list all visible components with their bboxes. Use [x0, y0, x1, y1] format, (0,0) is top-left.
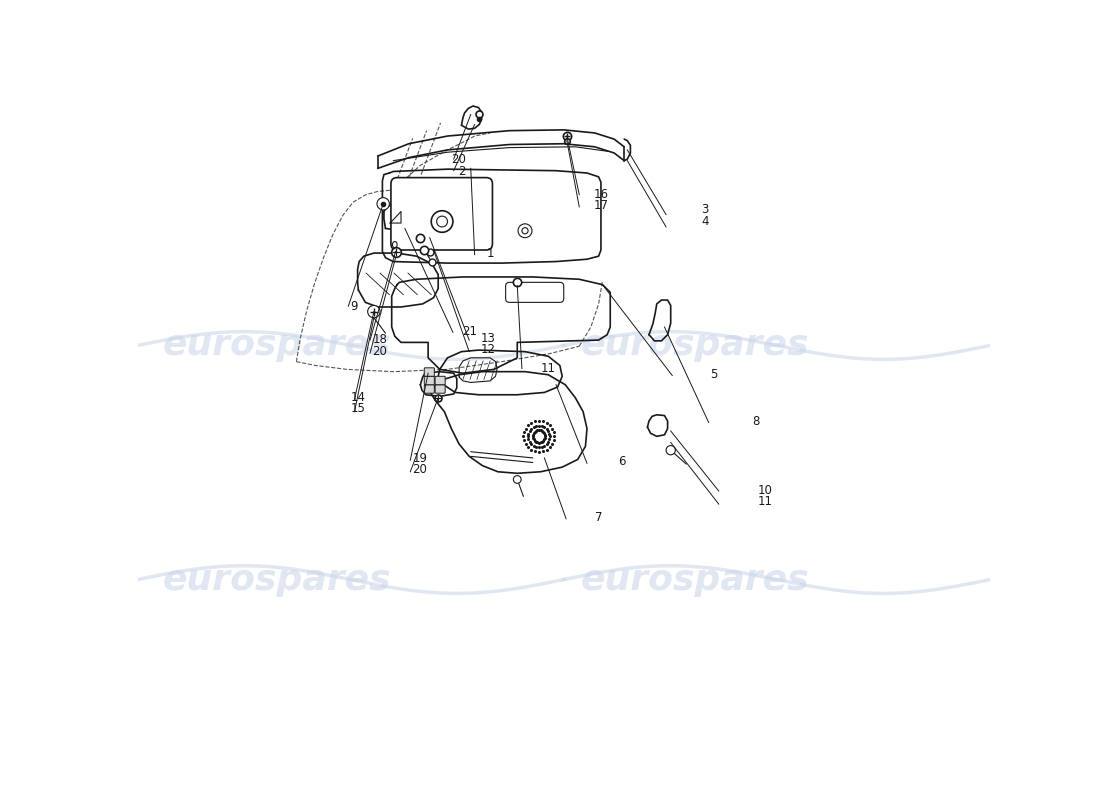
Text: 9: 9: [350, 300, 358, 313]
Text: 2: 2: [459, 165, 465, 178]
Text: 15: 15: [351, 402, 366, 415]
Text: eurospares: eurospares: [581, 562, 810, 597]
Text: 20: 20: [412, 462, 427, 476]
Circle shape: [667, 446, 675, 455]
Circle shape: [514, 476, 521, 483]
Text: 16: 16: [594, 188, 609, 201]
Text: 12: 12: [481, 343, 495, 356]
Ellipse shape: [521, 228, 528, 234]
Text: eurospares: eurospares: [163, 562, 392, 597]
Text: 11: 11: [540, 362, 556, 374]
Ellipse shape: [431, 210, 453, 232]
Text: eurospares: eurospares: [581, 329, 810, 362]
Text: 20: 20: [373, 345, 387, 358]
Text: 13: 13: [481, 332, 495, 346]
Text: 5: 5: [710, 368, 717, 381]
Text: 21: 21: [462, 325, 476, 338]
Circle shape: [367, 306, 381, 318]
Text: 1: 1: [486, 246, 494, 259]
Text: 4: 4: [701, 214, 708, 227]
FancyBboxPatch shape: [506, 282, 563, 302]
FancyBboxPatch shape: [436, 376, 446, 385]
FancyBboxPatch shape: [425, 368, 435, 376]
Text: 20: 20: [451, 153, 465, 166]
Ellipse shape: [393, 242, 397, 248]
Text: 19: 19: [412, 452, 427, 465]
Text: 14: 14: [351, 391, 366, 404]
Text: 3: 3: [702, 203, 708, 217]
Text: 6: 6: [617, 454, 625, 468]
Text: 17: 17: [594, 199, 609, 212]
Ellipse shape: [437, 216, 448, 227]
Text: 18: 18: [373, 334, 387, 346]
Text: 7: 7: [595, 511, 602, 525]
Text: 11: 11: [758, 495, 772, 508]
Text: 10: 10: [758, 484, 772, 497]
FancyBboxPatch shape: [425, 385, 435, 394]
Ellipse shape: [518, 224, 532, 238]
Text: 8: 8: [752, 414, 760, 428]
FancyBboxPatch shape: [390, 178, 493, 250]
Circle shape: [377, 198, 389, 210]
FancyBboxPatch shape: [425, 376, 435, 385]
Text: eurospares: eurospares: [163, 329, 392, 362]
FancyBboxPatch shape: [436, 385, 446, 394]
